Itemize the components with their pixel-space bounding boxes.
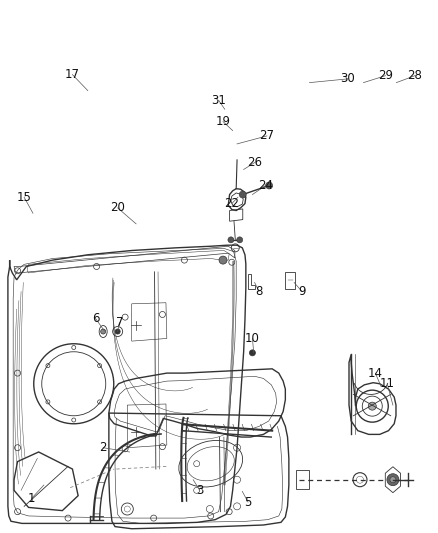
Text: 10: 10 [244, 332, 259, 345]
Circle shape [227, 237, 233, 243]
Text: 31: 31 [211, 94, 226, 107]
Text: 26: 26 [247, 156, 261, 169]
Text: 15: 15 [17, 191, 32, 204]
Text: 8: 8 [255, 285, 262, 298]
Text: 22: 22 [224, 197, 239, 210]
Circle shape [249, 350, 255, 356]
Text: 14: 14 [367, 367, 382, 379]
Text: 9: 9 [297, 285, 305, 298]
Circle shape [389, 477, 395, 483]
Circle shape [219, 256, 226, 264]
Circle shape [236, 237, 242, 243]
Circle shape [265, 182, 272, 189]
Text: 3: 3 [196, 484, 203, 497]
Text: 27: 27 [259, 130, 274, 142]
Circle shape [386, 474, 398, 486]
Text: 11: 11 [379, 377, 394, 390]
Circle shape [239, 191, 246, 198]
Text: 19: 19 [215, 115, 230, 128]
Text: 24: 24 [258, 179, 272, 192]
Text: 6: 6 [92, 312, 99, 325]
Text: 28: 28 [406, 69, 421, 82]
Circle shape [115, 329, 120, 334]
Text: 7: 7 [115, 316, 123, 329]
Circle shape [100, 329, 106, 334]
Text: 2: 2 [99, 441, 107, 454]
Text: 29: 29 [377, 69, 392, 82]
Text: 30: 30 [339, 72, 354, 85]
Circle shape [367, 402, 375, 410]
Text: 20: 20 [110, 201, 125, 214]
Text: 17: 17 [65, 68, 80, 81]
Text: 5: 5 [244, 496, 251, 508]
Text: 1: 1 [28, 492, 35, 505]
